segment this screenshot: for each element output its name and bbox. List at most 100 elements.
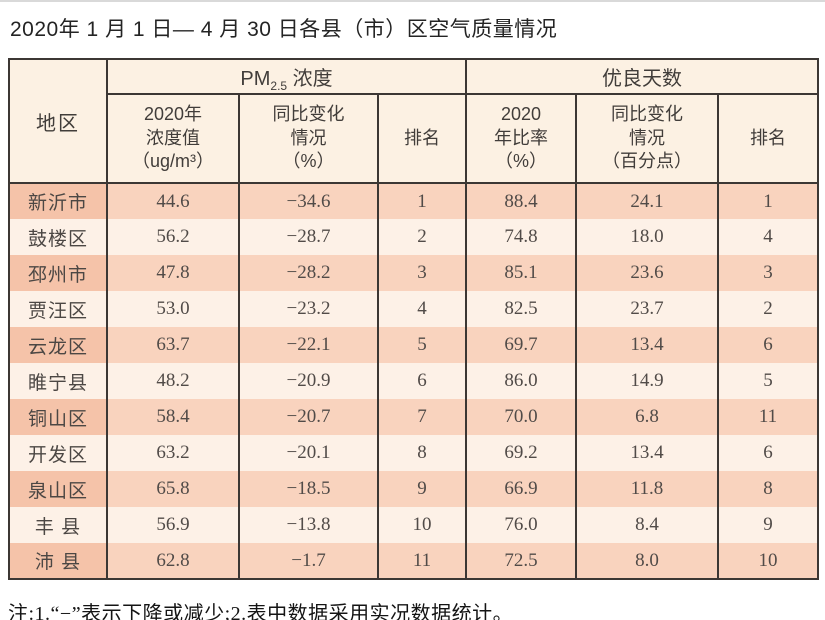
- table-row: 开发区 63.2 −20.1 8 69.2 13.4 6: [8, 435, 820, 471]
- good-rate-cell: 86.0: [465, 363, 578, 399]
- pm-rank-cell: 8: [376, 435, 468, 471]
- pm-value-cell: 53.0: [106, 291, 240, 327]
- pm-rank-cell: 7: [376, 399, 468, 435]
- pm-change-cell: −22.1: [238, 327, 379, 363]
- pm25-label-post: 浓度: [287, 68, 333, 90]
- region-cell: 丰 县: [8, 507, 108, 543]
- pm-rank-cell: 11: [376, 543, 468, 579]
- table-row: 鼓楼区 56.2 −28.7 2 74.8 18.0 4: [8, 219, 820, 255]
- good-change-cell: 8.4: [575, 507, 720, 543]
- col-header-good-rank: 排名: [717, 94, 820, 184]
- table-row: 邳州市 47.8 −28.2 3 85.1 23.6 3: [8, 255, 820, 291]
- header-sub-row: 2020年 浓度值 （ug/m³） 同比变化 情况 （%） 排名 2020 年比…: [9, 94, 820, 184]
- good-rate-cell: 85.1: [465, 255, 578, 291]
- page-title: 2020年 1 月 1 日— 4 月 30 日各县（市）区空气质量情况: [10, 18, 558, 41]
- good-change-cell: 23.7: [575, 291, 720, 327]
- pm-change-cell: −20.7: [238, 399, 379, 435]
- pm-value-cell: 56.9: [106, 507, 240, 543]
- pm-change-cell: −1.7: [238, 543, 379, 579]
- pm-change-cell: −20.1: [238, 435, 379, 471]
- header-group-row: 地区 PM2.5 浓度 优良天数: [8, 59, 820, 184]
- good-rank-cell: 9: [717, 507, 820, 543]
- table-row: 新沂市 44.6 −34.6 1 88.4 24.1 1: [8, 183, 820, 219]
- pm-value-cell: 62.8: [106, 543, 240, 579]
- table-header: 地区 PM2.5 浓度 优良天数 2020年 浓度值 （ug/m³） 同比变化 …: [8, 59, 820, 184]
- region-cell: 新沂市: [8, 183, 108, 219]
- table-row: 睢宁县 48.2 −20.9 6 86.0 14.9 5: [8, 363, 820, 399]
- pm-rank-cell: 4: [376, 291, 468, 327]
- good-rate-cell: 69.2: [465, 435, 578, 471]
- table-row: 贾汪区 53.0 −23.2 4 82.5 23.7 2: [8, 291, 820, 327]
- region-cell: 沛 县: [8, 543, 108, 579]
- table-row: 丰 县 56.9 −13.8 10 76.0 8.4 9: [8, 507, 820, 543]
- pm-change-cell: −28.7: [238, 219, 379, 255]
- col-group-pm25: PM2.5 浓度: [105, 59, 468, 95]
- good-change-cell: 18.0: [575, 219, 720, 255]
- region-cell: 邳州市: [8, 255, 108, 291]
- pm-value-cell: 58.4: [106, 399, 240, 435]
- col-header-pm-change: 同比变化 情况 （%）: [238, 94, 379, 184]
- good-change-cell: 23.6: [575, 255, 720, 291]
- pm-rank-cell: 9: [376, 471, 468, 507]
- good-change-cell: 24.1: [575, 183, 720, 219]
- good-change-cell: 6.8: [575, 399, 720, 435]
- good-rank-cell: 4: [717, 219, 820, 255]
- pm-change-cell: −13.8: [238, 507, 379, 543]
- col-group-good-days: 优良天数: [465, 59, 820, 95]
- col-header-good-change: 同比变化 情况 （百分点）: [575, 94, 720, 184]
- footnote: 注:1.“−”表示下降或减少;2.表中数据采用实况数据统计。: [8, 603, 514, 620]
- good-rank-cell: 6: [717, 435, 820, 471]
- good-rank-cell: 6: [717, 327, 820, 363]
- pm-value-cell: 65.8: [106, 471, 240, 507]
- good-rate-cell: 82.5: [465, 291, 578, 327]
- region-cell: 贾汪区: [8, 291, 108, 327]
- good-change-cell: 13.4: [575, 435, 720, 471]
- region-cell: 睢宁县: [8, 363, 108, 399]
- good-rate-cell: 70.0: [465, 399, 578, 435]
- good-change-cell: 13.4: [575, 327, 720, 363]
- good-rank-cell: 10: [717, 543, 820, 579]
- good-rate-cell: 72.5: [465, 543, 578, 579]
- pm-change-cell: −18.5: [238, 471, 379, 507]
- pm-change-cell: −20.9: [238, 363, 379, 399]
- good-rate-cell: 88.4: [465, 183, 578, 219]
- region-cell: 鼓楼区: [8, 219, 108, 255]
- good-rank-cell: 11: [717, 399, 820, 435]
- good-change-cell: 8.0: [575, 543, 720, 579]
- pm-rank-cell: 10: [376, 507, 468, 543]
- region-cell: 开发区: [8, 435, 108, 471]
- pm-rank-cell: 2: [376, 219, 468, 255]
- good-change-cell: 14.9: [575, 363, 720, 399]
- pm25-label-pre: PM: [240, 68, 271, 90]
- good-rate-cell: 66.9: [465, 471, 578, 507]
- good-rate-cell: 69.7: [465, 327, 578, 363]
- pm25-subscript: 2.5: [270, 79, 288, 93]
- table-row: 云龙区 63.7 −22.1 5 69.7 13.4 6: [8, 327, 820, 363]
- good-rank-cell: 5: [717, 363, 820, 399]
- pm-rank-cell: 5: [376, 327, 468, 363]
- table-row: 沛 县 62.8 −1.7 11 72.5 8.0 10: [8, 543, 820, 579]
- region-cell: 云龙区: [8, 327, 108, 363]
- col-header-region: 地区: [8, 59, 108, 184]
- col-header-pm-value: 2020年 浓度值 （ug/m³）: [106, 94, 240, 184]
- pm-value-cell: 56.2: [106, 219, 240, 255]
- table-body: 新沂市 44.6 −34.6 1 88.4 24.1 1 鼓楼区 56.2 −2…: [8, 183, 820, 579]
- good-rate-cell: 74.8: [465, 219, 578, 255]
- pm-rank-cell: 1: [376, 183, 468, 219]
- pm-value-cell: 48.2: [106, 363, 240, 399]
- pm-rank-cell: 6: [376, 363, 468, 399]
- pm-change-cell: −28.2: [238, 255, 379, 291]
- region-cell: 泉山区: [8, 471, 108, 507]
- pm-value-cell: 63.7: [106, 327, 240, 363]
- good-rate-cell: 76.0: [465, 507, 578, 543]
- good-rank-cell: 2: [717, 291, 820, 327]
- pm-rank-cell: 3: [376, 255, 468, 291]
- table-row: 铜山区 58.4 −20.7 7 70.0 6.8 11: [8, 399, 820, 435]
- pm-change-cell: −23.2: [238, 291, 379, 327]
- good-change-cell: 11.8: [575, 471, 720, 507]
- col-header-pm-rank: 排名: [376, 94, 468, 184]
- pm-change-cell: −34.6: [238, 183, 379, 219]
- pm-value-cell: 47.8: [106, 255, 240, 291]
- region-cell: 铜山区: [8, 399, 108, 435]
